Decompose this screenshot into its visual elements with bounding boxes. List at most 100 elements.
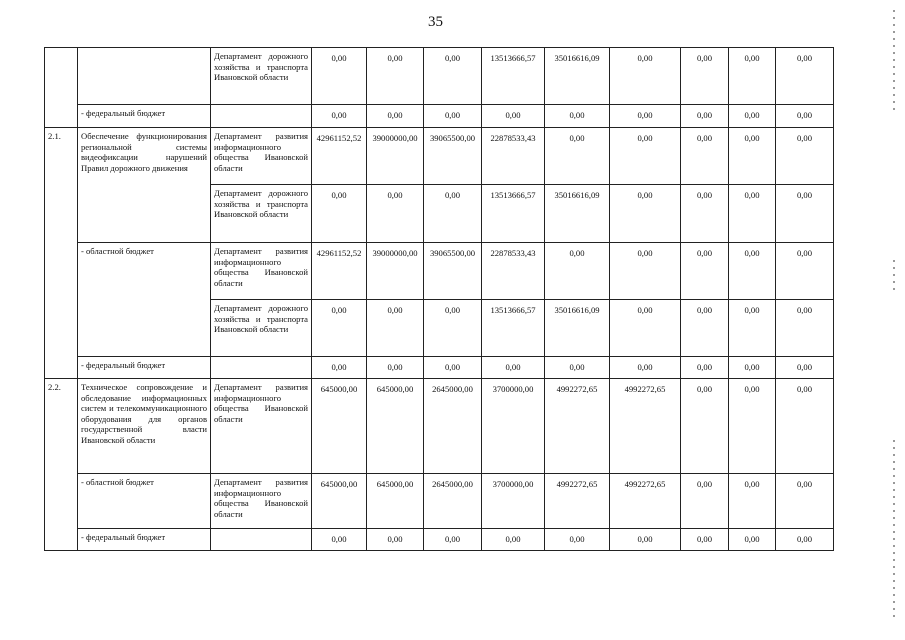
table-row: 2.2. Техническое сопровождение и обследов… — [44, 378, 834, 551]
amount-cell: 0,00 — [311, 47, 367, 105]
page-number: 35 — [428, 14, 443, 30]
table-row: Департамент дорожного хозяйства и трансп… — [45, 299, 834, 357]
amount-cell: 39000000,00 — [366, 127, 424, 185]
amount-cell: 0,00 — [775, 356, 834, 379]
amount-cell: 13513666,57 — [481, 184, 545, 243]
amount-cell: 0,00 — [423, 104, 482, 128]
amount-cell: 0,00 — [544, 127, 610, 185]
amount-cell: 0,00 — [481, 356, 545, 379]
amount-cell: 39065500,00 — [423, 242, 482, 300]
amount-cell: 0,00 — [366, 528, 424, 551]
amount-cell: 0,00 — [311, 528, 367, 551]
amount-cell: 0,00 — [609, 184, 681, 243]
amount-cell: 0,00 — [728, 47, 776, 105]
amount-cell: 0,00 — [609, 356, 681, 379]
scan-artifact — [893, 10, 895, 110]
amount-cell: 0,00 — [680, 184, 729, 243]
item-description: Техническое сопровождение и обследование… — [77, 378, 211, 474]
amount-cell: 13513666,57 — [481, 47, 545, 105]
amount-cell: 0,00 — [481, 528, 545, 551]
amount-cell: 0,00 — [544, 528, 610, 551]
amount-cell: 0,00 — [423, 184, 482, 243]
amount-cell: 645000,00 — [311, 378, 367, 474]
amount-cell: 0,00 — [680, 378, 729, 474]
amount-cell: 0,00 — [544, 242, 610, 300]
amount-cell: 0,00 — [728, 299, 776, 357]
table-row: - федеральный бюджет 0,00 0,00 0,00 0,00 0,00… — [45, 104, 834, 128]
amount-cell: 0,00 — [680, 528, 729, 551]
amount-cell: 39065500,00 — [423, 127, 482, 185]
responsible-department: Департамент дорожного хозяйства и трансп… — [210, 299, 312, 357]
amount-cell: 0,00 — [775, 127, 834, 185]
amount-cell: 0,00 — [680, 299, 729, 357]
amount-cell: 0,00 — [609, 242, 681, 300]
table-row: 2.1. Обеспечение функционирования региона… — [44, 127, 834, 379]
table-row: - федеральный бюджет 0,00 0,00 0,00 0,00 0,00… — [45, 356, 834, 379]
amount-cell: 0,00 — [609, 528, 681, 551]
amount-cell: 0,00 — [423, 356, 482, 379]
amount-cell: 0,00 — [775, 47, 834, 105]
responsible-department: Департамент дорожного хозяйства и трансп… — [210, 184, 312, 243]
amount-cell: 0,00 — [423, 528, 482, 551]
amount-cell: 42961152,52 — [311, 242, 367, 300]
item-description: - областной бюджет — [77, 242, 211, 357]
amount-cell: 0,00 — [544, 104, 610, 128]
amount-cell: 4992272,65 — [544, 473, 610, 529]
amount-cell: 0,00 — [311, 104, 367, 128]
amount-cell: 0,00 — [775, 184, 834, 243]
responsible-department: Департамент развития информационного общ… — [210, 473, 312, 529]
amount-cell: 0,00 — [775, 299, 834, 357]
amount-cell: 4992272,65 — [609, 473, 681, 529]
amount-cell: 0,00 — [423, 299, 482, 357]
amount-cell: 645000,00 — [366, 473, 424, 529]
responsible-department — [210, 356, 312, 379]
amount-cell: 39000000,00 — [366, 242, 424, 300]
amount-cell: 0,00 — [609, 127, 681, 185]
item-number — [44, 47, 78, 128]
amount-cell: 0,00 — [680, 473, 729, 529]
amount-cell: 0,00 — [728, 528, 776, 551]
item-number: 2.2. — [44, 378, 78, 551]
amount-cell: 0,00 — [366, 104, 424, 128]
amount-cell: 0,00 — [775, 378, 834, 474]
responsible-department: Департамент развития информационного общ… — [210, 378, 312, 474]
amount-cell: 0,00 — [311, 299, 367, 357]
amount-cell: 0,00 — [680, 104, 729, 128]
amount-cell: 0,00 — [481, 104, 545, 128]
amount-cell: 0,00 — [680, 47, 729, 105]
amount-cell: 35016616,09 — [544, 47, 610, 105]
amount-cell: 0,00 — [311, 184, 367, 243]
amount-cell: 2645000,00 — [423, 378, 482, 474]
item-description — [77, 47, 211, 105]
responsible-department — [210, 104, 312, 128]
amount-cell: 0,00 — [366, 47, 424, 105]
table-row: - областной бюджет Департамент развития и… — [45, 242, 834, 357]
amount-cell: 0,00 — [680, 242, 729, 300]
amount-cell: 0,00 — [728, 242, 776, 300]
amount-cell: 0,00 — [775, 528, 834, 551]
amount-cell: 0,00 — [680, 356, 729, 379]
amount-cell: 0,00 — [728, 473, 776, 529]
amount-cell: 0,00 — [609, 47, 681, 105]
amount-cell: 0,00 — [728, 104, 776, 128]
responsible-department: Департамент развития информационного общ… — [210, 127, 312, 185]
amount-cell: 0,00 — [311, 356, 367, 379]
amount-cell: 3700000,00 — [481, 473, 545, 529]
amount-cell: 0,00 — [609, 299, 681, 357]
item-description: - федеральный бюджет — [77, 356, 211, 379]
amount-cell: 13513666,57 — [481, 299, 545, 357]
table-row: Департамент дорожного хозяйства и трансп… — [44, 47, 834, 128]
item-description: - федеральный бюджет — [77, 104, 211, 128]
amount-cell: 3700000,00 — [481, 378, 545, 474]
responsible-department — [210, 528, 312, 551]
amount-cell: 0,00 — [544, 356, 610, 379]
scan-artifact — [893, 440, 895, 620]
amount-cell: 0,00 — [728, 127, 776, 185]
amount-cell: 0,00 — [775, 242, 834, 300]
amount-cell: 22878533,43 — [481, 242, 545, 300]
amount-cell: 0,00 — [728, 378, 776, 474]
item-description: - областной бюджет — [77, 473, 211, 529]
amount-cell: 0,00 — [366, 356, 424, 379]
amount-cell: 0,00 — [366, 299, 424, 357]
amount-cell: 22878533,43 — [481, 127, 545, 185]
